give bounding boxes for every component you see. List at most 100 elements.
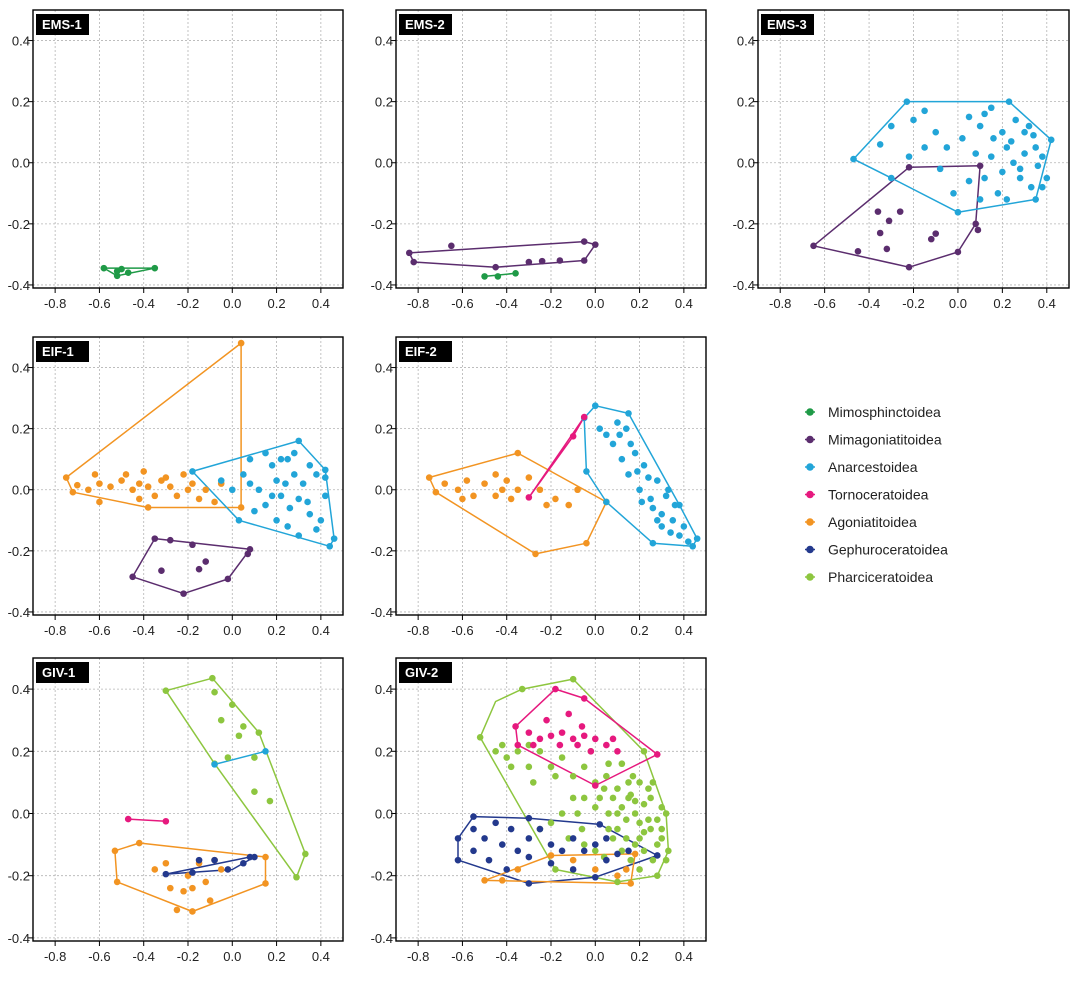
point-ana [284,455,291,463]
point-ana [987,153,995,160]
point-mag [976,162,984,170]
point-pha [636,819,643,827]
point-ago [425,474,433,481]
point-ana [684,538,692,545]
y-tick-label: 0.4 [375,682,393,697]
point-ago [202,486,210,494]
y-tick-label: 0.4 [12,361,30,376]
point-ago [514,486,522,494]
y-tick-label: 0.2 [12,744,30,759]
x-tick-label: -0.6 [88,949,110,964]
point-ana [211,761,218,768]
hull-ago [428,452,608,555]
x-tick-label: 0.4 [675,296,693,311]
point-pha [552,866,559,873]
point-gep [603,856,610,864]
point-ago [173,906,181,914]
point-gep [189,869,196,876]
point-gep [591,873,599,881]
point-gep [498,841,506,848]
point-ago [583,539,590,547]
point-ana [262,747,269,755]
point-pha [255,729,263,736]
point-ago [206,897,214,904]
point-mag [224,575,232,583]
point-pha [507,763,515,771]
point-ana [609,440,617,448]
point-gep [558,847,566,855]
point-pha [209,674,216,682]
legend: Mimosphinctoidea Mimagoniatitoidea Anarc… [805,404,948,585]
y-tick-label: -0.4 [8,931,30,946]
point-ago [470,492,477,500]
point-ana [321,466,329,474]
point-ago [180,887,187,895]
point-ago [454,486,462,494]
point-ana [665,486,672,494]
point-ana [658,510,666,518]
point-ana [987,104,995,112]
point-ana [658,523,666,530]
point-ago [498,486,506,494]
panel-frame [32,9,344,289]
point-tor [574,741,581,749]
point-pha [558,810,566,817]
point-tor [569,432,577,440]
point-mag [448,242,455,250]
point-ago [184,486,192,494]
y-tick-label: 0.2 [375,95,393,110]
point-ago [631,850,639,858]
point-ago [481,480,488,487]
legend-entry-tornoceratoidea: Tornoceratoidea [805,487,929,503]
point-pha [618,803,626,811]
point-ana [317,516,325,524]
point-ago [151,866,159,873]
point-ago [574,486,581,494]
point-ago [569,856,577,864]
point-ana [625,471,632,478]
point-pha [251,788,258,796]
point-tor [580,413,588,421]
point-gep [470,825,477,833]
point-ago [113,878,121,886]
point-gep [625,847,632,855]
point-ana [286,504,294,512]
point-ana [669,516,677,524]
y-tick-label: 0.0 [375,483,393,498]
point-ana [999,128,1006,136]
x-tick-label: -0.4 [133,623,155,638]
point-ago [532,550,539,558]
point-ana [262,449,269,457]
point-tor [536,735,544,743]
point-tor [591,782,599,789]
point-pha [235,732,243,740]
hull-mag [408,240,597,268]
legend-entry-pharciceratoidea: Pharciceratoidea [805,569,933,585]
point-tor [569,735,577,743]
point-tor [580,732,588,740]
point-pha [636,866,643,873]
y-tick-label: 0.0 [737,156,755,171]
point-mag [189,541,196,549]
point-ana [313,526,320,533]
y-tick-label: 0.4 [12,682,30,697]
point-ago [144,483,152,490]
point-pha [211,688,218,696]
x-tick-label: -0.6 [813,296,835,311]
y-tick-label: 0.0 [12,483,30,498]
point-pha [498,741,506,749]
hull-tor [528,416,585,499]
point-ana [693,535,701,542]
point-pha [492,747,499,755]
x-tick-label: -0.6 [451,623,473,638]
point-ana [330,535,338,542]
point-mag [896,208,904,215]
point-mag [151,535,159,542]
panel-label: EIF-1 [42,344,74,359]
point-ana [290,449,298,457]
y-tick-label: -0.2 [371,217,393,232]
point-mag [876,229,884,237]
point-mim [113,272,121,280]
point-ana [950,189,957,197]
point-ana [653,516,661,524]
